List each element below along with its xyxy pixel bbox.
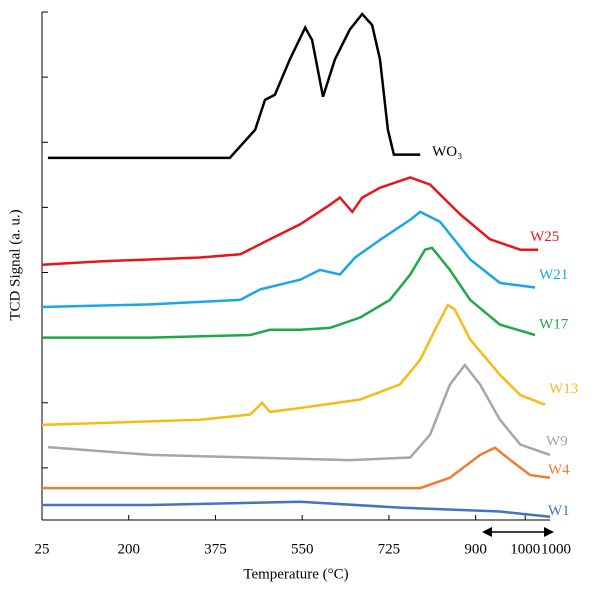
- x-tick-label: 200: [117, 541, 140, 557]
- series-line: [41, 303, 546, 427]
- y-axis-label: TCD Signal (a. u.): [7, 209, 23, 320]
- series-line: [47, 12, 421, 160]
- x-tick-label: 900: [464, 541, 487, 557]
- series-label: W9: [546, 433, 568, 449]
- series-label: WO₃: [432, 144, 462, 160]
- x-tick-label: 725: [378, 541, 401, 557]
- series-label: W17: [539, 316, 569, 332]
- series-label: W13: [549, 381, 578, 397]
- series-line: [42, 500, 551, 518]
- x-tick-label: 25: [35, 541, 50, 557]
- series-label: W1: [548, 503, 570, 519]
- series-line: [42, 446, 551, 490]
- series-line: [42, 246, 536, 339]
- x-tick-label: 1000: [510, 541, 540, 557]
- series-label: W4: [548, 462, 570, 478]
- arrow-head: [544, 527, 554, 537]
- series-label: W21: [539, 267, 568, 283]
- series-line: [41, 210, 536, 309]
- series-line: [41, 176, 539, 266]
- x-axis-label: Temperature (°C): [243, 566, 348, 582]
- arrow-head: [482, 527, 492, 537]
- series-label: W25: [530, 229, 559, 245]
- series-line: [47, 362, 551, 462]
- x-tick-label: 550: [291, 541, 314, 557]
- x-tick-label: 375: [204, 541, 227, 557]
- annotation: 1000: [541, 541, 571, 557]
